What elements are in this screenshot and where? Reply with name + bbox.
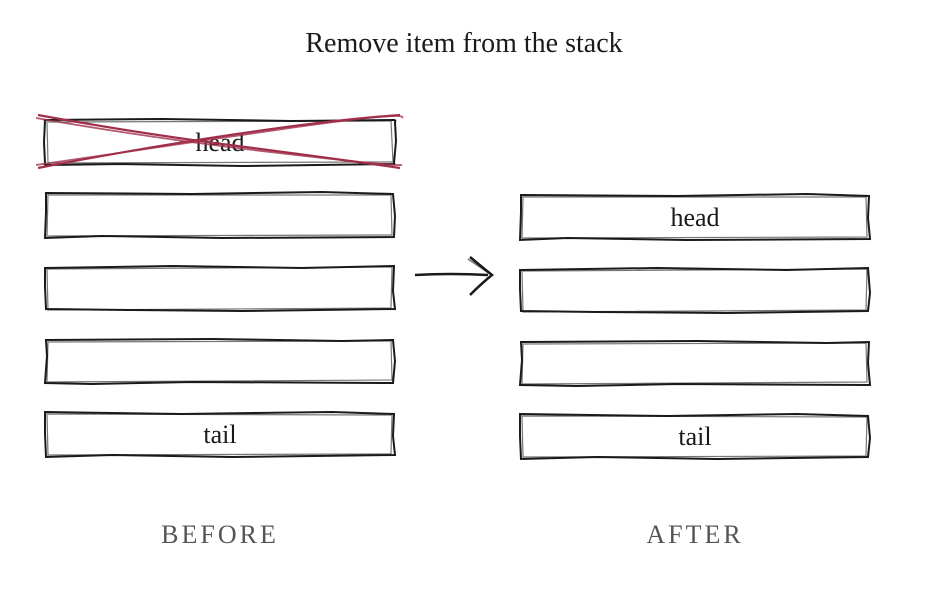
stack-item xyxy=(45,339,395,384)
arrow-icon xyxy=(410,245,510,305)
caption-before: BEFORE xyxy=(45,520,395,550)
box-outline xyxy=(517,265,873,316)
item-label: head xyxy=(195,128,244,158)
diagram-title: Remove item from the stack xyxy=(0,28,928,60)
stack-item: tail xyxy=(45,412,395,457)
box-outline xyxy=(42,190,398,241)
stack-item xyxy=(45,193,395,238)
stack-item: head xyxy=(520,195,870,240)
caption-after: AFTER xyxy=(520,520,870,550)
box-outline xyxy=(42,336,398,387)
item-label: tail xyxy=(203,420,236,450)
stack-item: tail xyxy=(520,414,870,459)
stack-item-crossed: head xyxy=(45,120,395,165)
stack-item xyxy=(520,268,870,313)
stack-after: head tail xyxy=(520,195,870,487)
box-outline xyxy=(517,338,873,389)
stack-item xyxy=(45,266,395,311)
item-label: head xyxy=(670,203,719,233)
item-label: tail xyxy=(678,422,711,452)
stack-item xyxy=(520,341,870,386)
box-outline xyxy=(42,263,398,314)
stack-before: head tail xyxy=(45,120,395,485)
